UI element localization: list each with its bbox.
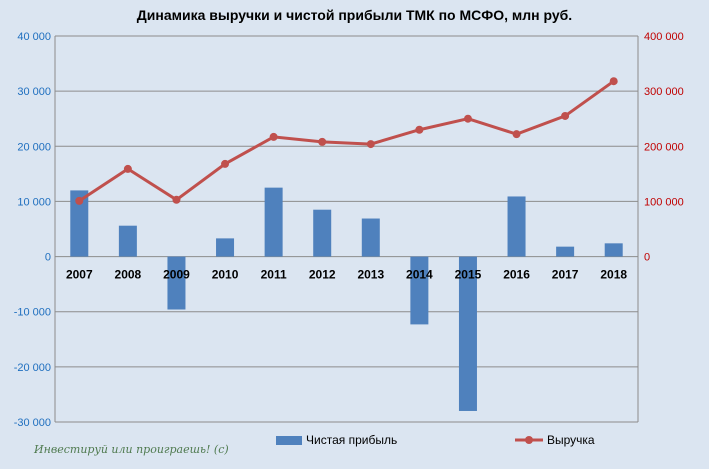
legend-label: Чистая прибыль — [306, 433, 398, 447]
watermark: Инвестируй или проиграешь! (с) — [34, 443, 229, 456]
left-tick-label: -10 000 — [14, 307, 51, 319]
category-label: 2008 — [115, 268, 142, 282]
left-tick-label: 20 000 — [17, 141, 51, 153]
bar-profit-2014 — [410, 256, 429, 325]
right-tick-label: 400 000 — [644, 31, 684, 43]
right-tick-label: 100 000 — [644, 196, 684, 208]
left-tick-label: 0 — [45, 252, 51, 264]
bar-profit-2018 — [604, 243, 623, 257]
left-tick-label: 10 000 — [17, 196, 51, 208]
bar-profit-2011 — [264, 187, 283, 257]
legend-item-revenue: Выручка — [515, 433, 595, 447]
category-label: 2017 — [552, 268, 579, 282]
left-tick-label: -30 000 — [14, 417, 51, 429]
bar-profit-2009 — [167, 256, 186, 310]
point-revenue-2009 — [172, 195, 181, 204]
legend-label: Выручка — [547, 433, 595, 447]
point-revenue-2017 — [561, 111, 570, 120]
left-tick-label: 40 000 — [17, 31, 51, 43]
line-revenue — [78, 79, 615, 203]
category-label: 2016 — [503, 268, 530, 282]
point-revenue-2013 — [366, 140, 375, 149]
category-label: 2010 — [212, 268, 239, 282]
point-revenue-2018 — [609, 77, 618, 86]
point-revenue-2007 — [75, 196, 84, 205]
point-revenue-2016 — [512, 130, 521, 139]
bar-profit-2007 — [70, 190, 89, 257]
legend-bar-swatch — [276, 435, 302, 445]
right-tick-label: 200 000 — [644, 141, 684, 153]
bar-profit-2010 — [216, 238, 235, 257]
bar-profit-2016 — [507, 196, 526, 257]
bar-profit-2013 — [361, 218, 380, 257]
point-revenue-2015 — [463, 114, 472, 123]
category-label: 2009 — [163, 268, 190, 282]
point-revenue-2014 — [415, 125, 424, 134]
left-tick-label: -20 000 — [14, 362, 51, 374]
category-label: 2013 — [357, 268, 384, 282]
right-tick-label: 300 000 — [644, 86, 684, 98]
category-label: 2012 — [309, 268, 336, 282]
category-label: 2018 — [600, 268, 627, 282]
bar-profit-2012 — [313, 209, 332, 257]
bar-profit-2008 — [118, 225, 137, 257]
point-revenue-2012 — [318, 137, 327, 146]
category-label: 2014 — [406, 268, 433, 282]
bar-profit-2015 — [458, 256, 477, 411]
chart-title: Динамика выручки и чистой прибыли ТМК по… — [136, 7, 573, 23]
right-tick-label: 0 — [644, 252, 650, 264]
point-revenue-2011 — [269, 132, 278, 141]
category-label: 2007 — [66, 268, 93, 282]
bar-profit-2017 — [556, 246, 575, 257]
left-tick-label: 30 000 — [17, 86, 51, 98]
category-label: 2011 — [261, 268, 287, 282]
point-revenue-2010 — [221, 159, 230, 168]
point-revenue-2008 — [123, 164, 132, 173]
category-label: 2015 — [455, 268, 482, 282]
legend-item-profit: Чистая прибыль — [276, 433, 397, 447]
legend-line-swatch — [515, 436, 543, 444]
